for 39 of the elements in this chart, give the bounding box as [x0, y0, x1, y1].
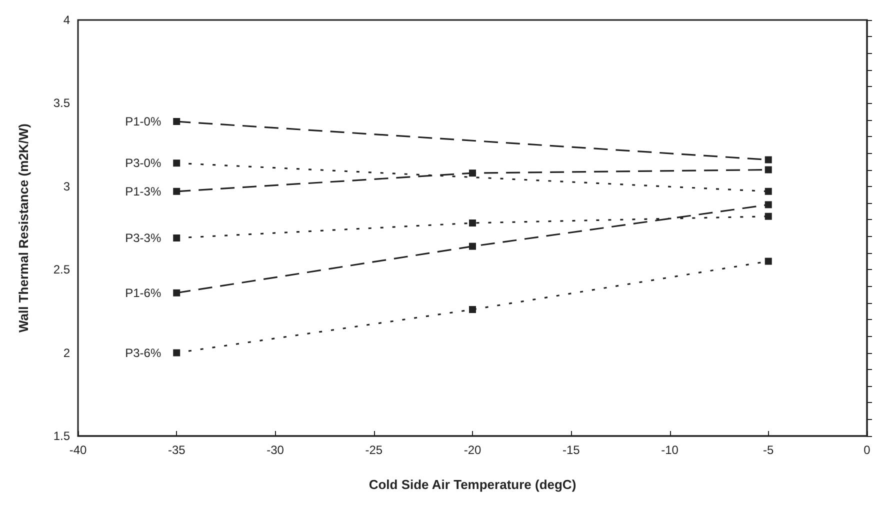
y-tick-label: 4 [63, 13, 70, 27]
point [173, 349, 180, 356]
y-tick-label: 2 [63, 346, 70, 360]
point [173, 160, 180, 167]
x-tick-label: 0 [864, 443, 871, 457]
point [764, 212, 772, 220]
point [469, 242, 476, 250]
series-label: P3-3% [125, 230, 162, 245]
series-label: P1-3% [125, 184, 162, 198]
y-tick-label: 3 [63, 179, 70, 194]
point [469, 306, 476, 314]
point [469, 170, 476, 177]
x-tick-label: -40 [69, 443, 87, 457]
point [764, 201, 772, 208]
point [173, 289, 180, 296]
series-label: P1-0% [125, 114, 162, 129]
x-tick-label: -20 [464, 443, 482, 457]
point [764, 156, 772, 164]
point [764, 258, 772, 265]
y-tick-label: 1.5 [53, 429, 70, 443]
point [469, 220, 476, 227]
series-label: P1-6% [125, 286, 162, 300]
series-label: P3-0% [125, 156, 162, 170]
y-axis-title: Wall Thermal Resistance (m2K/W) [16, 123, 31, 333]
x-tick-label: -10 [661, 443, 679, 457]
x-axis-title: Cold Side Air Temperature (degC) [368, 477, 576, 492]
point [764, 166, 772, 174]
y-tick-label: 2.5 [53, 262, 70, 277]
x-tick-label: -15 [562, 443, 580, 457]
x-tick-label: -25 [365, 443, 383, 457]
point [173, 118, 180, 126]
y-tick-label: 3.5 [53, 96, 70, 110]
x-tick-label: -30 [266, 443, 284, 457]
x-tick-label: -35 [168, 443, 186, 457]
point [173, 234, 180, 242]
point [764, 188, 772, 195]
series-label: P3-6% [125, 346, 162, 360]
x-tick-label: -5 [763, 443, 774, 457]
point [173, 188, 180, 195]
